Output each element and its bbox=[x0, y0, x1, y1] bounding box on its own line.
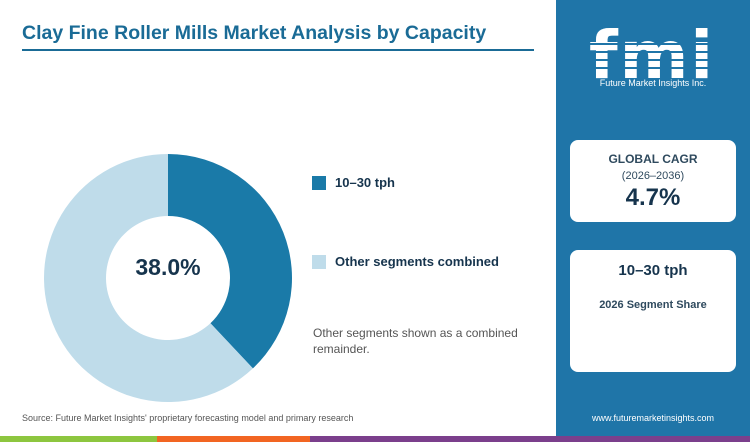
fmi-logo: fmi bbox=[582, 17, 722, 94]
legend-label: 10–30 tph bbox=[335, 175, 395, 190]
chart-note: Other segments shown as a combined remai… bbox=[313, 326, 518, 356]
segment-name: 10–30 tph bbox=[618, 262, 688, 279]
sidebar-panel: fmi Future Market Insights Inc. GLOBAL C… bbox=[556, 0, 750, 436]
logo-subtitle: Future Market Insights Inc. bbox=[599, 78, 707, 88]
logo-letters: fmi bbox=[589, 17, 715, 94]
website-url: www.futuremarketinsights.com bbox=[591, 413, 715, 423]
main-panel: Clay Fine Roller Mills Market Analysis b… bbox=[22, 22, 534, 423]
legend-swatch-other-segments bbox=[312, 254, 326, 269]
donut-center-label: 38.0% bbox=[135, 254, 201, 280]
donut-slice-10-30-tph bbox=[168, 154, 292, 369]
legend-label: Other segments combined bbox=[335, 254, 499, 269]
cagr-label: GLOBAL CAGR bbox=[608, 152, 698, 166]
donut-chart bbox=[43, 154, 292, 402]
donut-slice-other-segments bbox=[43, 154, 253, 402]
legend-item-other-segments: Other segments combined bbox=[312, 254, 499, 269]
cagr-value: 4.7% bbox=[625, 184, 681, 211]
title-underline bbox=[22, 49, 534, 51]
footer-segment-purple bbox=[310, 436, 750, 442]
source-text: Source: Future Market Insights' propriet… bbox=[22, 413, 354, 423]
legend-swatch-10-30-tph bbox=[312, 175, 326, 190]
cagr-period: (2026–2036) bbox=[621, 170, 685, 182]
footer-segment-green bbox=[0, 436, 157, 442]
cagr-card: GLOBAL CAGR (2026–2036) 4.7% bbox=[570, 140, 736, 222]
chart-title: Clay Fine Roller Mills Market Analysis b… bbox=[22, 22, 487, 44]
footer-segment-orange bbox=[157, 436, 310, 442]
segment-card: 10–30 tph 2026 Segment Share bbox=[570, 250, 736, 372]
segment-caption: 2026 Segment Share bbox=[599, 299, 707, 311]
legend-item-10-30-tph: 10–30 tph bbox=[312, 175, 395, 190]
footer-color-bar bbox=[0, 436, 750, 442]
